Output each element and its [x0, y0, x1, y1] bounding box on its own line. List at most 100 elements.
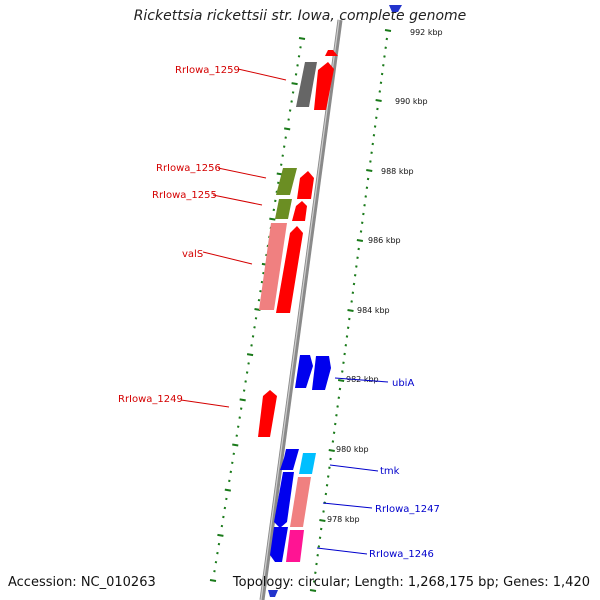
major-tick-mark: [356, 239, 364, 242]
tick-label: 978 kbp: [327, 515, 360, 524]
minor-tick-mark: [375, 116, 378, 119]
gene-blue-left-1[interactable]: [280, 449, 299, 470]
minor-tick-mark: [350, 300, 353, 303]
gene-ubia-1[interactable]: [295, 355, 313, 388]
minor-tick-mark: [372, 134, 376, 137]
gene-label[interactable]: RrIowa_1249: [118, 394, 183, 405]
minor-tick-mark: [213, 569, 216, 573]
minor-tick-mark: [291, 91, 295, 94]
minor-tick-mark: [363, 204, 366, 207]
minor-tick-mark: [299, 46, 302, 49]
minor-tick-mark: [282, 145, 286, 148]
gene-red-1255-partner[interactable]: [292, 201, 307, 221]
minor-tick-mark: [383, 55, 386, 58]
minor-tick-mark: [351, 291, 355, 294]
gene-red-top-small[interactable]: [325, 50, 338, 56]
major-tick-mark: [384, 29, 392, 32]
minor-tick-mark: [370, 151, 373, 154]
major-tick-mark: [347, 309, 354, 312]
gene-label[interactable]: tmk: [380, 466, 400, 477]
major-tick-mark: [309, 589, 317, 592]
minor-tick-mark: [355, 265, 358, 268]
minor-tick-mark: [318, 536, 322, 539]
minor-tick-mark: [223, 506, 227, 510]
accession-text: Accession: NC_010263: [8, 575, 156, 590]
tick-label: 992 kbp: [410, 28, 443, 37]
leader-line: [212, 194, 263, 206]
major-tick-mark: [328, 449, 335, 452]
major-tick-mark: [239, 398, 246, 402]
minor-tick-mark: [217, 542, 221, 546]
gene-label[interactable]: RrIowa_1246: [369, 549, 434, 560]
gene-blue-left-2[interactable]: [274, 472, 294, 528]
gene-rriowa-1259[interactable]: [296, 62, 317, 107]
right-dotted-track: [309, 29, 392, 592]
minor-tick-mark: [251, 335, 255, 338]
minor-tick-mark: [325, 484, 329, 487]
minor-tick-mark: [288, 109, 292, 112]
minor-tick-mark: [239, 407, 243, 410]
minor-tick-mark: [244, 380, 247, 383]
minor-tick-mark: [348, 317, 351, 321]
leader-line: [329, 464, 379, 472]
major-tick-mark: [284, 127, 291, 131]
major-tick-mark: [269, 217, 276, 221]
gene-rriowa-1255[interactable]: [275, 199, 292, 219]
gene-blue-left-3[interactable]: [270, 527, 288, 562]
minor-tick-mark: [324, 492, 328, 496]
minor-tick-mark: [329, 457, 332, 461]
gene-rriowa-1247[interactable]: [290, 477, 311, 527]
tick-label: 990 kbp: [395, 97, 428, 106]
minor-tick-mark: [319, 527, 323, 531]
map-title: Rickettsia rickettsii str. Iowa, complet…: [133, 8, 467, 24]
genome-summary-text: Topology: circular; Length: 1,268,175 bp…: [232, 575, 590, 590]
minor-tick-mark: [342, 361, 345, 364]
minor-tick-mark: [260, 280, 264, 284]
gene-label[interactable]: RrIowa_1256: [156, 163, 221, 174]
minor-tick-mark: [334, 422, 337, 426]
leader-line: [237, 68, 287, 81]
minor-tick-mark: [378, 90, 382, 93]
minor-tick-mark: [346, 326, 350, 329]
gene-rriowa-1249[interactable]: [258, 390, 277, 437]
major-tick-mark: [337, 379, 345, 382]
minor-tick-mark: [365, 186, 369, 189]
minor-tick-mark: [322, 510, 325, 513]
minor-tick-mark: [366, 177, 370, 181]
gene-rriowa-1256[interactable]: [276, 168, 297, 195]
major-tick-mark: [366, 169, 373, 172]
minor-tick-mark: [242, 389, 246, 392]
major-tick-mark: [224, 488, 231, 492]
gene-red-1259-partner[interactable]: [314, 62, 334, 110]
minor-tick-mark: [254, 317, 258, 320]
minor-tick-mark: [279, 163, 283, 166]
major-tick-mark: [217, 533, 224, 537]
minor-tick-mark: [220, 524, 224, 528]
leader-line: [316, 547, 368, 555]
minor-tick-mark: [337, 396, 341, 399]
gene-ubia[interactable]: [312, 356, 331, 390]
minor-tick-mark: [352, 282, 356, 286]
minor-tick-mark: [357, 247, 360, 251]
minor-tick-mark: [247, 362, 250, 365]
minor-tick-mark: [317, 545, 321, 548]
tick-label: 988 kbp: [381, 167, 414, 176]
leader-line: [322, 502, 373, 509]
gene-vals-pink[interactable]: [259, 223, 287, 310]
gene-label[interactable]: RrIowa_1247: [375, 504, 440, 515]
gene-label[interactable]: ubiA: [392, 378, 414, 389]
minor-tick-mark: [364, 195, 367, 198]
gene-rriowa-1246[interactable]: [286, 530, 304, 562]
top-cap-mark: [389, 5, 402, 12]
minor-tick-mark: [225, 497, 228, 501]
gene-label[interactable]: valS: [182, 249, 203, 260]
gene-vals[interactable]: [276, 226, 303, 313]
minor-tick-mark: [353, 274, 357, 277]
gene-label[interactable]: RrIowa_1255: [152, 190, 217, 201]
gene-label[interactable]: RrIowa_1259: [175, 65, 240, 76]
minor-tick-mark: [312, 580, 316, 583]
gene-tmk[interactable]: [299, 453, 316, 474]
gene-red-1256-partner[interactable]: [297, 171, 314, 199]
minor-tick-mark: [316, 554, 319, 557]
minor-tick-mark: [236, 425, 240, 428]
